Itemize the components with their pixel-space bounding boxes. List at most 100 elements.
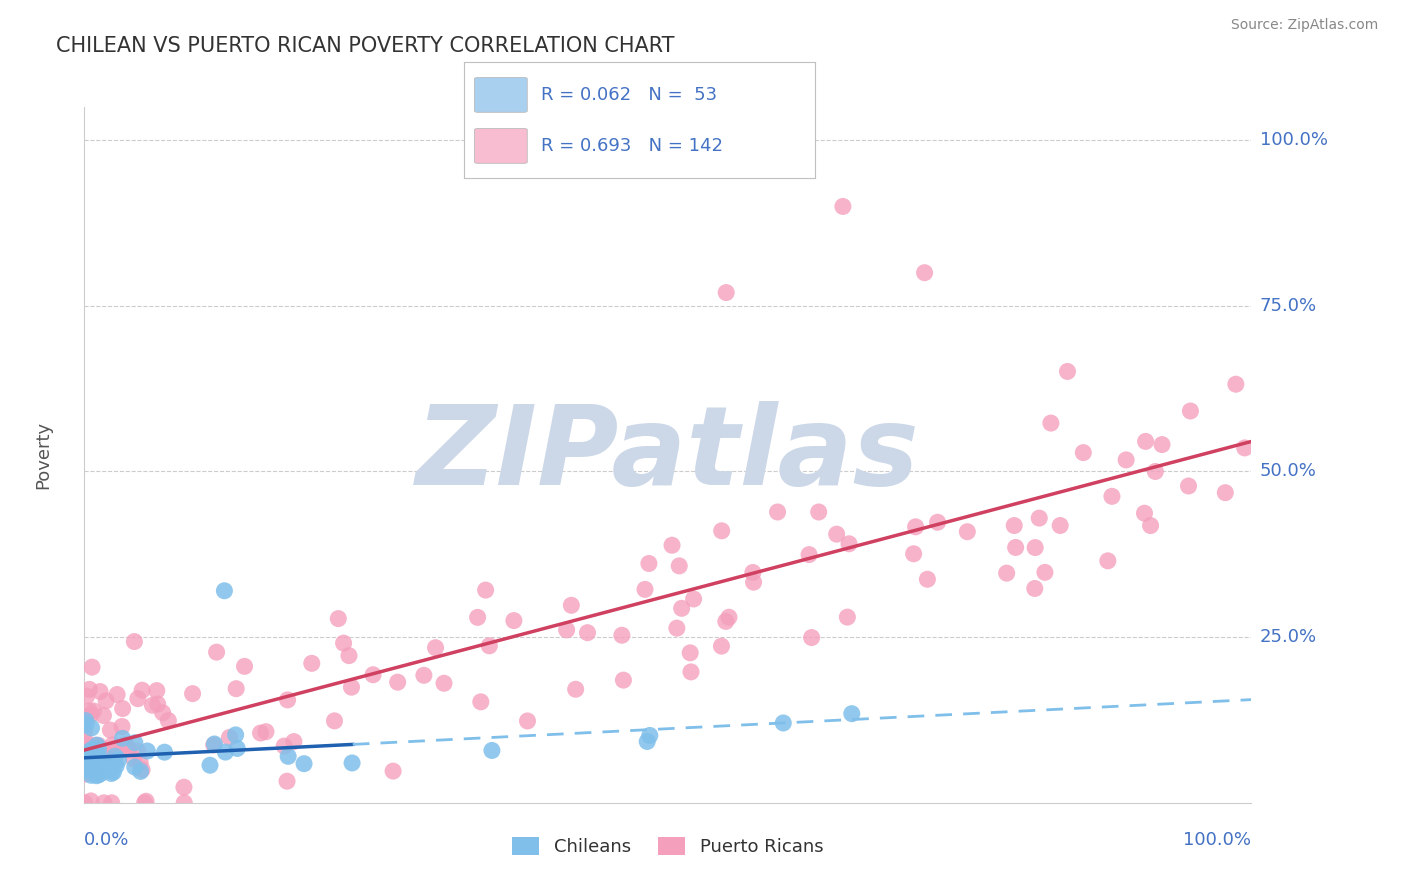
Point: [249, 726, 271, 740]
Point: [79, 758, 101, 772]
Point: [277, 693, 299, 707]
Point: [610, 628, 633, 642]
Point: [84, 738, 107, 752]
Point: [276, 774, 298, 789]
Text: 50.0%: 50.0%: [1260, 462, 1316, 481]
Point: [124, 736, 146, 750]
Point: [904, 520, 927, 534]
Point: [90, 756, 112, 771]
Point: [837, 610, 859, 624]
Point: [340, 680, 363, 694]
Point: [1097, 554, 1119, 568]
Point: [1150, 437, 1173, 451]
Point: [273, 739, 295, 753]
Point: [80, 721, 103, 735]
Point: [75, 756, 97, 771]
Point: [283, 734, 305, 748]
Point: [636, 734, 658, 748]
Text: 100.0%: 100.0%: [1184, 830, 1251, 848]
Point: [425, 640, 447, 655]
Point: [134, 796, 156, 810]
Point: [94, 694, 117, 708]
Point: [576, 625, 599, 640]
Point: [917, 572, 939, 586]
Point: [94, 747, 117, 762]
Point: [204, 737, 226, 751]
Point: [1115, 453, 1137, 467]
Point: [105, 759, 128, 773]
Legend: Chileans, Puerto Ricans: Chileans, Puerto Ricans: [505, 830, 831, 863]
Point: [807, 505, 830, 519]
Point: [89, 684, 111, 698]
Point: [665, 621, 688, 635]
Point: [101, 738, 124, 752]
Point: [107, 753, 129, 767]
Point: [1033, 566, 1056, 580]
Point: [79, 704, 101, 718]
Point: [93, 708, 115, 723]
Point: [75, 748, 97, 763]
Point: [825, 527, 848, 541]
Point: [77, 744, 100, 758]
Point: [337, 648, 360, 663]
Point: [277, 749, 299, 764]
Point: [226, 741, 249, 756]
Point: [80, 660, 103, 674]
Point: [79, 682, 101, 697]
Point: [75, 756, 97, 771]
Point: [956, 524, 979, 539]
Point: [80, 768, 103, 782]
Point: [75, 717, 97, 731]
Point: [131, 683, 153, 698]
Point: [361, 667, 384, 681]
Point: [87, 748, 110, 763]
Text: 25.0%: 25.0%: [1260, 628, 1317, 646]
Point: [86, 759, 108, 773]
Point: [93, 796, 115, 810]
Text: 75.0%: 75.0%: [1260, 297, 1317, 315]
Point: [76, 763, 98, 777]
Point: [80, 740, 103, 755]
Point: [100, 723, 122, 737]
Point: [1039, 416, 1062, 430]
Point: [612, 673, 634, 687]
Point: [502, 614, 524, 628]
Point: [118, 742, 141, 756]
Point: [173, 796, 195, 810]
Point: [710, 639, 733, 653]
Point: [1004, 541, 1026, 555]
Point: [105, 688, 128, 702]
Point: [481, 743, 503, 757]
Point: [1225, 377, 1247, 392]
Point: [83, 744, 105, 758]
Point: [682, 592, 704, 607]
Point: [87, 768, 110, 782]
Point: [83, 756, 105, 771]
Point: [82, 742, 104, 756]
Text: R = 0.693   N = 142: R = 0.693 N = 142: [541, 137, 723, 155]
Point: [89, 763, 111, 777]
Point: [233, 659, 256, 673]
Point: [146, 683, 169, 698]
Point: [254, 724, 277, 739]
Point: [679, 646, 702, 660]
Point: [103, 743, 125, 757]
Point: [1180, 404, 1202, 418]
Point: [153, 745, 176, 759]
Point: [79, 707, 101, 722]
Point: [111, 719, 134, 733]
Point: [1213, 485, 1236, 500]
Point: [1233, 441, 1256, 455]
Point: [181, 687, 204, 701]
Point: [766, 505, 789, 519]
Point: [76, 689, 98, 703]
Point: [323, 714, 346, 728]
Point: [146, 697, 169, 711]
Point: [202, 738, 225, 752]
Point: [717, 610, 740, 624]
Point: [115, 739, 138, 753]
Point: [301, 657, 323, 671]
Point: [1139, 518, 1161, 533]
Point: [225, 728, 247, 742]
Point: [214, 745, 236, 759]
